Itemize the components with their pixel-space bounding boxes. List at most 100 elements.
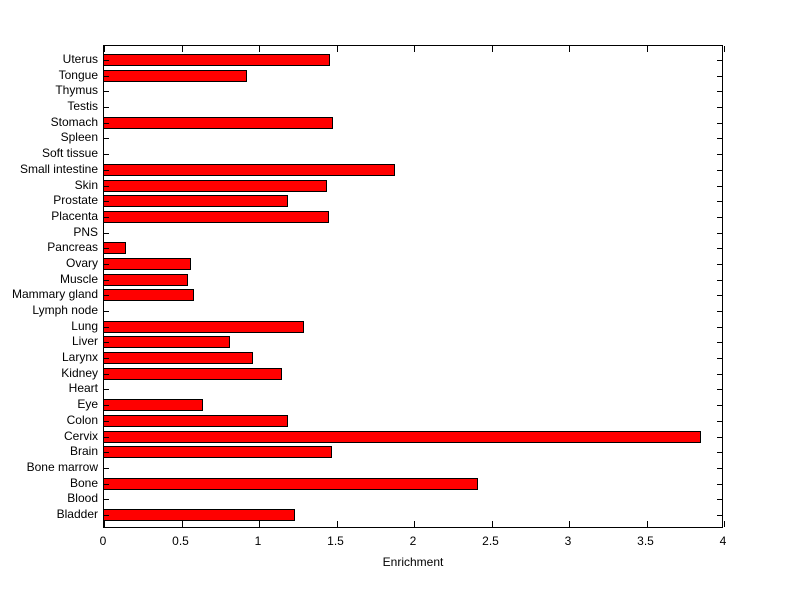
y-tick xyxy=(104,389,109,391)
y-tick xyxy=(104,138,109,140)
y-tick-label: Ovary xyxy=(65,255,98,270)
bar-tongue xyxy=(104,69,247,82)
y-tick xyxy=(104,263,109,265)
x-tick xyxy=(181,46,183,52)
x-tick xyxy=(646,521,648,527)
bar-pancreas xyxy=(104,242,126,255)
y-tick xyxy=(104,248,109,250)
y-tick xyxy=(104,122,109,124)
y-tick xyxy=(104,515,109,516)
x-tick xyxy=(569,46,570,52)
x-tick xyxy=(104,46,105,52)
bar-stomach xyxy=(104,116,334,129)
x-tick xyxy=(724,46,725,52)
y-tick xyxy=(717,326,722,328)
y-tick xyxy=(717,467,722,469)
x-tick xyxy=(414,521,415,527)
x-tick-label: 4 xyxy=(719,534,727,548)
y-tick xyxy=(717,75,722,77)
y-tick xyxy=(104,483,109,485)
y-tick-label: Cervix xyxy=(63,428,98,443)
y-tick xyxy=(104,467,109,469)
y-tick xyxy=(104,232,109,234)
bar-mammary-gland xyxy=(104,289,194,302)
y-tick xyxy=(104,169,109,171)
y-tick-label: Larynx xyxy=(61,350,98,365)
y-tick-label: Pancreas xyxy=(47,240,98,255)
y-tick xyxy=(717,138,722,140)
y-tick-label: Prostate xyxy=(53,193,98,208)
x-tick xyxy=(336,521,338,527)
bar-eye xyxy=(104,399,204,412)
y-tick xyxy=(104,373,109,375)
bar-bladder xyxy=(104,509,295,521)
y-tick xyxy=(717,311,722,313)
y-tick xyxy=(104,279,109,281)
y-tick-label: Thymus xyxy=(55,83,98,98)
bar-larynx xyxy=(104,352,253,365)
y-tick xyxy=(717,389,722,391)
y-tick-label: Soft tissue xyxy=(41,146,98,161)
y-tick xyxy=(104,185,109,187)
x-tick xyxy=(491,521,493,527)
y-tick xyxy=(104,75,109,77)
y-tick-label: Bone xyxy=(69,475,98,490)
y-tick xyxy=(717,358,722,360)
y-tick-label: Lung xyxy=(71,318,98,333)
y-tick xyxy=(104,311,109,313)
y-tick xyxy=(717,91,722,93)
y-tick xyxy=(104,91,109,93)
x-tick xyxy=(569,521,570,527)
y-tick xyxy=(717,201,722,203)
y-tick-label: Skin xyxy=(74,177,98,192)
y-tick xyxy=(717,342,722,344)
y-tick-label: Bladder xyxy=(56,507,98,521)
y-tick xyxy=(104,405,109,407)
x-tick xyxy=(259,521,260,527)
y-tick-label: Kidney xyxy=(61,365,98,380)
x-tick xyxy=(181,521,183,527)
x-tick-label: 3.5 xyxy=(637,534,654,548)
y-tick xyxy=(717,295,722,297)
y-tick xyxy=(717,405,722,407)
y-tick-label: Eye xyxy=(77,397,98,412)
bar-placenta xyxy=(104,210,329,223)
y-tick-label: Spleen xyxy=(60,130,98,145)
y-tick-label: Mammary gland xyxy=(11,287,98,302)
y-tick xyxy=(717,232,722,234)
y-tick-label: Heart xyxy=(68,381,98,396)
x-tick-label: 1.5 xyxy=(327,534,344,548)
y-tick xyxy=(717,169,722,171)
y-tick xyxy=(717,420,722,422)
x-tick-label: 0 xyxy=(99,534,107,548)
y-tick xyxy=(717,279,722,281)
y-tick xyxy=(717,122,722,124)
y-tick xyxy=(717,483,722,485)
y-tick-label: Tongue xyxy=(58,67,98,82)
x-tick-label: 2.5 xyxy=(482,534,499,548)
x-tick-label: 1 xyxy=(254,534,262,548)
bar-bone xyxy=(104,477,478,490)
x-tick-label: 2 xyxy=(409,534,417,548)
bar-kidney xyxy=(104,367,283,380)
bar-skin xyxy=(104,179,328,192)
y-tick-label: Testis xyxy=(67,99,98,114)
bar-liver xyxy=(104,336,230,349)
y-tick xyxy=(104,154,109,156)
x-tick xyxy=(724,521,725,527)
x-tick xyxy=(414,46,415,52)
bar-uterus xyxy=(104,54,331,66)
y-tick xyxy=(717,263,722,265)
x-tick xyxy=(336,46,338,52)
x-tick xyxy=(491,46,493,52)
y-tick-label: Blood xyxy=(67,491,98,506)
bar-ovary xyxy=(104,257,191,270)
x-tick-label: 3 xyxy=(564,534,572,548)
y-tick-label: Uterus xyxy=(62,52,98,66)
y-tick xyxy=(104,201,109,203)
y-tick xyxy=(104,420,109,422)
y-tick xyxy=(104,216,109,218)
x-tick xyxy=(104,521,105,527)
y-tick xyxy=(717,515,722,516)
